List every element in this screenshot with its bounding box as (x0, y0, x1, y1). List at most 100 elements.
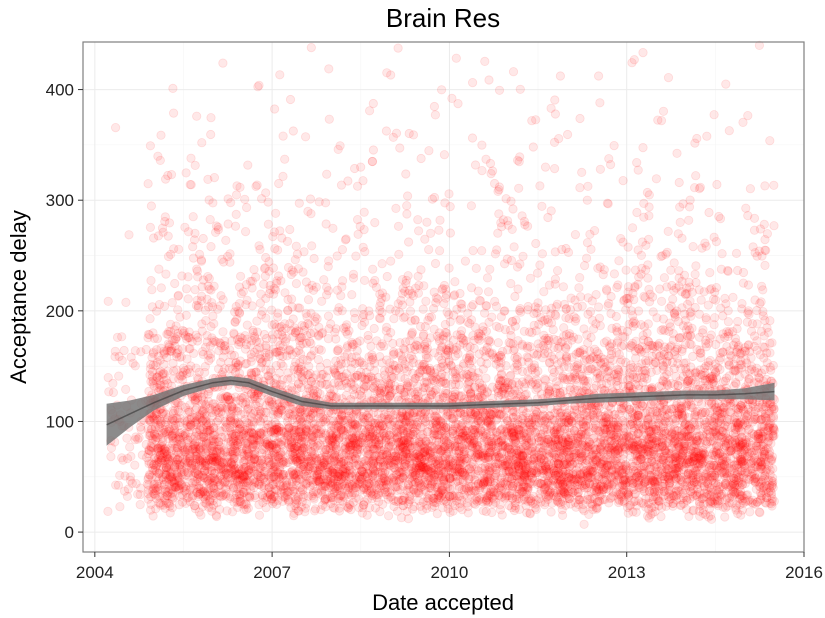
data-point (370, 218, 380, 228)
data-point (671, 283, 681, 293)
data-point (695, 365, 705, 375)
data-point (269, 378, 279, 388)
data-point (597, 469, 607, 479)
data-point (767, 481, 777, 491)
data-point (395, 143, 405, 153)
data-point (222, 506, 232, 516)
data-point (586, 499, 596, 509)
data-point (548, 324, 558, 335)
data-point (429, 471, 439, 481)
data-point (609, 438, 620, 448)
data-point (209, 173, 219, 183)
data-point (638, 424, 648, 434)
data-point (658, 434, 668, 444)
data-point (323, 467, 333, 477)
data-point (275, 70, 285, 80)
data-point (375, 506, 385, 517)
data-point (379, 341, 389, 351)
data-point (377, 467, 388, 477)
data-point (354, 479, 365, 489)
data-point (518, 251, 528, 261)
data-point (161, 269, 171, 279)
data-point (598, 482, 608, 492)
data-point (435, 487, 446, 497)
data-point (667, 432, 678, 443)
data-point (343, 415, 353, 425)
data-point (677, 287, 687, 297)
data-point (700, 367, 710, 378)
data-point (241, 227, 251, 237)
data-point (614, 443, 624, 453)
data-point (229, 465, 239, 475)
data-point (746, 353, 756, 363)
data-point (398, 495, 408, 505)
data-point (250, 490, 260, 500)
data-point (435, 215, 445, 225)
data-point (533, 432, 543, 442)
data-point (464, 475, 474, 485)
data-point (638, 143, 648, 153)
data-point (315, 472, 325, 482)
data-point (623, 508, 633, 518)
data-point (359, 275, 370, 285)
data-point (412, 457, 422, 468)
data-point (700, 238, 710, 248)
data-point (309, 253, 319, 264)
data-point (350, 313, 360, 324)
data-point (279, 469, 289, 480)
data-point (691, 171, 701, 181)
data-point (393, 428, 403, 438)
data-point (324, 324, 334, 334)
data-point (754, 507, 764, 517)
data-point (290, 453, 300, 463)
data-point (103, 506, 113, 516)
data-point (298, 413, 308, 423)
data-point (749, 331, 760, 341)
data-point (675, 217, 685, 227)
data-point (315, 440, 325, 450)
data-point (219, 455, 229, 465)
data-point (169, 108, 179, 118)
data-point (294, 198, 304, 208)
data-point (608, 430, 618, 441)
data-point (674, 177, 684, 188)
data-point (633, 366, 643, 376)
data-point (197, 138, 207, 148)
data-point (504, 491, 515, 501)
data-point (359, 207, 369, 217)
data-point (291, 278, 301, 289)
data-point (260, 462, 270, 472)
data-point (397, 300, 408, 310)
data-point (657, 471, 668, 481)
data-point (168, 83, 178, 94)
data-point (494, 459, 505, 469)
data-point (331, 482, 341, 492)
data-point (593, 302, 604, 312)
data-point (494, 85, 505, 95)
data-point (196, 256, 207, 266)
data-point (663, 437, 674, 448)
data-point (716, 401, 727, 412)
data-point (760, 470, 770, 480)
data-point (585, 306, 596, 317)
data-point (162, 352, 172, 363)
data-point (333, 414, 344, 424)
data-point (177, 480, 187, 490)
data-point (564, 440, 575, 450)
data-point (261, 188, 271, 198)
data-point (587, 296, 597, 306)
data-point (575, 113, 585, 124)
data-point (682, 457, 693, 467)
data-point (619, 417, 630, 427)
data-point (684, 215, 694, 225)
data-point (759, 452, 769, 462)
data-point (405, 453, 415, 463)
data-point (358, 412, 368, 422)
data-point (723, 421, 733, 431)
data-point (515, 259, 525, 269)
data-point (191, 405, 201, 415)
data-point (721, 79, 731, 89)
data-point (695, 511, 705, 521)
data-point (464, 371, 474, 381)
data-point (633, 480, 643, 490)
